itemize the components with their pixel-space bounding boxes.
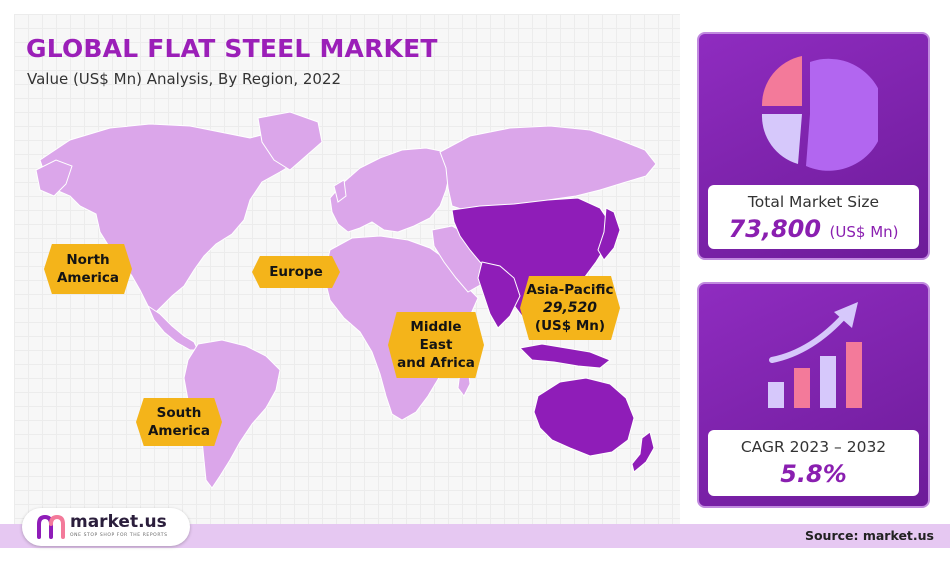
label-north-america: North America [44, 244, 132, 294]
region-japan [597, 207, 621, 261]
label-south-america-line2: America [147, 423, 211, 439]
label-mea-line1: Middle [410, 319, 462, 335]
cagr-value: 5.8% [780, 460, 847, 488]
market-us-logo-icon [37, 514, 65, 539]
region-europe [329, 147, 451, 233]
label-mea-line3: and Africa [397, 355, 475, 371]
cagr-value-row: 5.8% [708, 460, 919, 488]
label-north-america-line2: America [56, 270, 120, 286]
label-asia-pacific-name: Asia-Pacific [526, 282, 614, 298]
cagr-label: CAGR 2023 – 2032 [740, 438, 887, 456]
label-middle-east-africa: Middle East and Africa [388, 312, 484, 378]
label-europe: Europe [252, 256, 340, 288]
pie-chart-icon [761, 56, 878, 171]
region-india [477, 261, 521, 329]
region-alaska [35, 159, 73, 197]
total-market-size-label: Total Market Size [747, 193, 880, 211]
region-greenland [257, 111, 323, 171]
page-subtitle: Value (US$ Mn) Analysis, By Region, 2022 [27, 70, 342, 88]
region-indonesia [518, 343, 611, 369]
region-uk [333, 179, 347, 203]
total-market-size-box: Total Market Size 73,800 (US$ Mn) [708, 185, 919, 249]
region-new-zealand [631, 431, 655, 473]
label-south-america-line1: South [156, 405, 202, 421]
total-market-size-value: 73,800 [728, 215, 822, 243]
page-title: GLOBAL FLAT STEEL MARKET [26, 34, 438, 63]
cagr-box: CAGR 2023 – 2032 5.8% [708, 430, 919, 496]
label-north-america-line1: North [66, 252, 110, 268]
region-central-america [146, 304, 199, 351]
growth-bar-chart-icon [768, 302, 862, 408]
region-australia [533, 377, 635, 457]
total-market-size-unit: (US$ Mn) [829, 223, 899, 241]
source-note: Source: market.us [804, 528, 934, 543]
label-europe-text: Europe [269, 264, 323, 280]
label-mea-line2: East [419, 337, 453, 353]
total-market-size-value-row: 73,800 (US$ Mn) [708, 215, 919, 243]
region-north-america [39, 123, 306, 317]
label-south-america: South America [136, 398, 222, 446]
logo-tagline: ONE STOP SHOP FOR THE REPORTS [70, 533, 168, 538]
label-asia-pacific: Asia-Pacific 29,520 (US$ Mn) [520, 276, 620, 340]
logo-text: market.us [70, 512, 167, 532]
label-asia-pacific-unit: (US$ Mn) [534, 318, 606, 334]
region-russia [439, 125, 657, 213]
label-asia-pacific-value: 29,520 [542, 300, 598, 316]
